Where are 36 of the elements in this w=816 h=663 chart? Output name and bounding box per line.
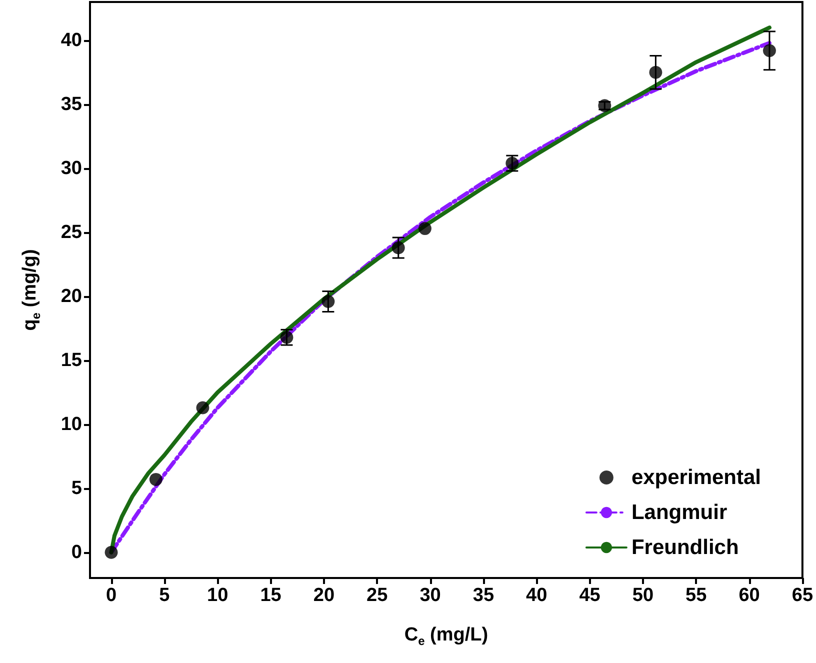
y-tick-label: 40	[60, 30, 82, 51]
point	[104, 546, 118, 559]
legend-label: Langmuir	[631, 501, 728, 524]
y-tick-label: 0	[71, 542, 82, 563]
y-tick-label: 35	[60, 94, 82, 115]
point	[598, 99, 612, 112]
x-tick-label: 15	[260, 585, 282, 606]
x-tick-label: 25	[366, 585, 388, 606]
x-tick-label: 45	[579, 585, 601, 606]
y-tick-label: 25	[60, 222, 82, 243]
point	[649, 66, 662, 79]
x-tick-label: 0	[106, 585, 117, 606]
y-tick-label: 5	[71, 478, 82, 499]
y-tick-label: 30	[60, 158, 82, 179]
x-tick-label: 10	[207, 585, 228, 606]
y-tick-label: 20	[60, 286, 82, 307]
point	[392, 241, 405, 254]
x-tick-label: 40	[526, 585, 548, 606]
x-tick-label: 5	[159, 585, 170, 606]
point	[418, 222, 432, 236]
legend-label: experimental	[631, 466, 762, 489]
point	[322, 295, 335, 308]
x-tick-label: 50	[632, 585, 654, 606]
point	[149, 472, 162, 486]
x-tick-label: 60	[738, 585, 760, 606]
point	[762, 44, 776, 58]
x-tick-label: 30	[420, 585, 441, 606]
x-tick-label: 20	[313, 585, 335, 606]
point	[196, 401, 210, 414]
y-tick-label: 15	[60, 350, 82, 371]
y-axis-title: qe (mg/g)	[20, 249, 43, 331]
x-tick-label: 65	[792, 585, 814, 606]
x-tick-label: 55	[686, 585, 708, 606]
x-tick-label: 35	[472, 585, 494, 606]
y-tick-label: 10	[60, 414, 82, 435]
legend-label: Freundlich	[631, 536, 739, 559]
